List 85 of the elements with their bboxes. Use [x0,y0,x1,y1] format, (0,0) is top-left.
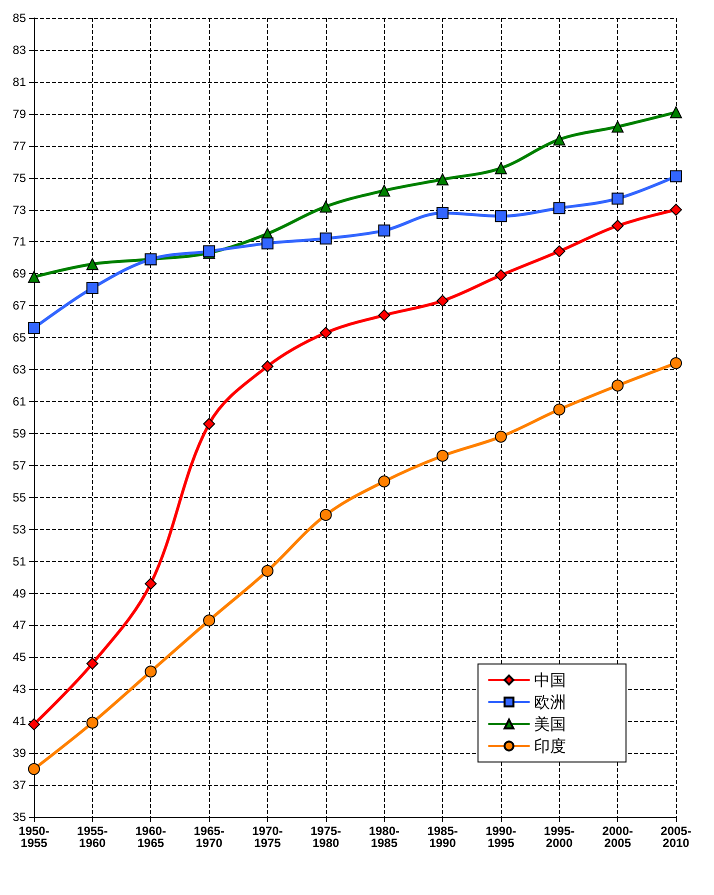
x-tick-label: 1995-2000 [544,824,575,850]
point [378,224,390,237]
x-tick-label: 1990-1995 [486,824,516,850]
legend-label: 欧洲 [534,692,566,712]
y-tick-label: 43 [12,682,26,696]
y-tick-label: 49 [12,586,26,600]
y-tick-label: 75 [12,170,26,185]
point [612,192,624,205]
point [670,170,682,182]
point [553,404,566,416]
point [670,106,682,118]
point [553,202,566,214]
point [378,309,390,322]
point [378,184,390,197]
y-tick-label: 41 [12,714,26,728]
y-tick-label: 79 [12,106,26,121]
x-tick-label: 1960-1965 [135,824,166,850]
y-tick-label: 39 [12,746,26,760]
point [612,220,624,232]
point [86,258,98,270]
point [28,322,40,334]
y-tick-label: 47 [12,618,26,632]
point [494,430,507,443]
point [261,237,274,250]
legend-label: 印度 [534,736,566,756]
y-tick-label: 77 [12,138,26,153]
point [378,475,390,488]
point [612,380,624,392]
point [86,716,98,729]
point [436,173,449,186]
x-tick-label: 1980-1985 [368,824,400,850]
point [436,450,449,462]
y-tick-label: 61 [12,394,26,409]
legend-label: 美国 [534,714,566,734]
y-tick-label: 53 [12,522,26,536]
point [203,418,216,430]
point [494,210,507,222]
point [261,564,274,577]
point [28,763,40,776]
y-tick-label: 65 [12,330,26,345]
point [670,204,682,216]
point [86,658,98,670]
y-tick-label: 45 [12,650,26,664]
point [436,294,449,307]
point [203,614,216,626]
legend-label: 中国 [534,670,566,690]
point [670,357,682,370]
x-tick-label: 1955-1960 [77,824,108,850]
point [86,282,98,294]
point [28,270,40,283]
y-tick-label: 59 [12,426,26,440]
point [494,162,507,174]
y-tick-label: 37 [12,778,26,792]
y-tick-label: 57 [12,458,26,472]
x-tick-label: 1965-1970 [194,824,224,850]
point [320,508,332,521]
y-tick-label: 55 [12,490,26,504]
point [494,269,507,282]
point [553,133,566,146]
point [320,232,332,245]
x-tick-label: 1985-1990 [427,824,458,850]
y-tick-label: 67 [12,298,26,313]
x-tick-label: 1970-1975 [252,824,283,850]
y-tick-label: 81 [12,74,26,89]
point [144,578,157,590]
point [612,120,624,133]
y-tick-label: 71 [12,234,26,249]
y-tick-label: 69 [12,266,26,281]
point [144,666,157,678]
point [320,200,332,213]
y-tick-label: 73 [12,202,26,217]
x-tick-label: 1975-1980 [310,824,342,850]
point [553,245,566,258]
x-tick-label: 2005-2010 [660,824,692,850]
y-tick-label: 83 [12,42,26,57]
point [261,360,274,372]
x-tick-label: 2000-2005 [602,824,633,850]
point [320,326,332,339]
y-tick-label: 85 [12,11,26,25]
y-tick-label: 63 [12,362,26,377]
point [436,206,449,219]
x-tick-label: 1950-1955 [18,824,50,850]
y-tick-label: 35 [12,810,26,824]
point [28,718,40,730]
y-tick-label: 51 [12,554,26,568]
